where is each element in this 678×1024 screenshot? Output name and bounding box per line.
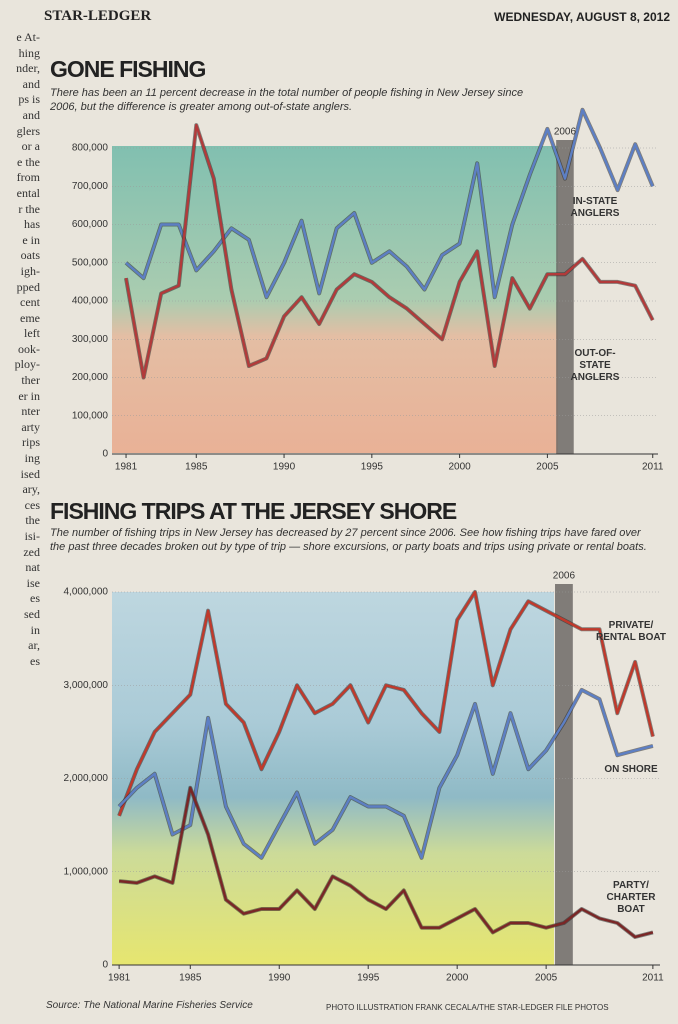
series-label: IN-STATE ANGLERS — [560, 196, 630, 220]
x-tick-label: 1995 — [361, 462, 384, 473]
y-tick-label: 800,000 — [72, 143, 109, 154]
series-label: OUT-OF-STATE ANGLERS — [560, 348, 630, 384]
y-tick-label: 400,000 — [72, 296, 109, 307]
y-tick-label: 0 — [102, 960, 108, 971]
charts: 2006 0 100,000 200,000 300,000 400,000 500,000… — [0, 0, 678, 1024]
x-tick-label: 1981 — [108, 973, 131, 984]
y-tick-label: 2,000,000 — [64, 773, 109, 784]
highlight-label: 2006 — [554, 127, 577, 138]
y-tick-label: 3,000,000 — [64, 680, 109, 691]
series-label: ON SHORE — [596, 764, 666, 776]
y-tick-label: 200,000 — [72, 372, 109, 383]
x-tick-label: 2011 — [642, 462, 664, 473]
y-tick-label: 4,000,000 — [64, 587, 109, 598]
highlight-band — [556, 140, 574, 454]
y-tick-label: 600,000 — [72, 219, 109, 230]
y-tick-label: 0 — [102, 449, 108, 460]
y-tick-label: 300,000 — [72, 334, 109, 345]
series-label: PARTY/ CHARTER BOAT — [596, 880, 666, 916]
x-tick-label: 1995 — [357, 973, 380, 984]
x-tick-label: 1985 — [185, 462, 208, 473]
page: STAR-LEDGER WEDNESDAY, AUGUST 8, 2012 e … — [0, 0, 678, 1024]
x-tick-label: 1990 — [268, 973, 291, 984]
photo-background — [112, 146, 558, 453]
highlight-label: 2006 — [553, 571, 576, 582]
x-tick-label: 1981 — [115, 462, 138, 473]
x-tick-label: 2000 — [446, 973, 469, 984]
y-tick-label: 1,000,000 — [64, 866, 109, 877]
y-tick-label: 700,000 — [72, 181, 109, 192]
x-tick-label: 2005 — [536, 462, 559, 473]
x-tick-label: 2011 — [642, 973, 664, 984]
x-tick-label: 2005 — [535, 973, 558, 984]
y-tick-label: 100,000 — [72, 410, 109, 421]
x-tick-label: 2000 — [448, 462, 471, 473]
x-tick-label: 1985 — [179, 973, 202, 984]
series-label: PRIVATE/ RENTAL BOAT — [596, 620, 666, 644]
highlight-band — [555, 584, 573, 965]
x-tick-label: 1990 — [273, 462, 296, 473]
y-tick-label: 500,000 — [72, 257, 109, 268]
